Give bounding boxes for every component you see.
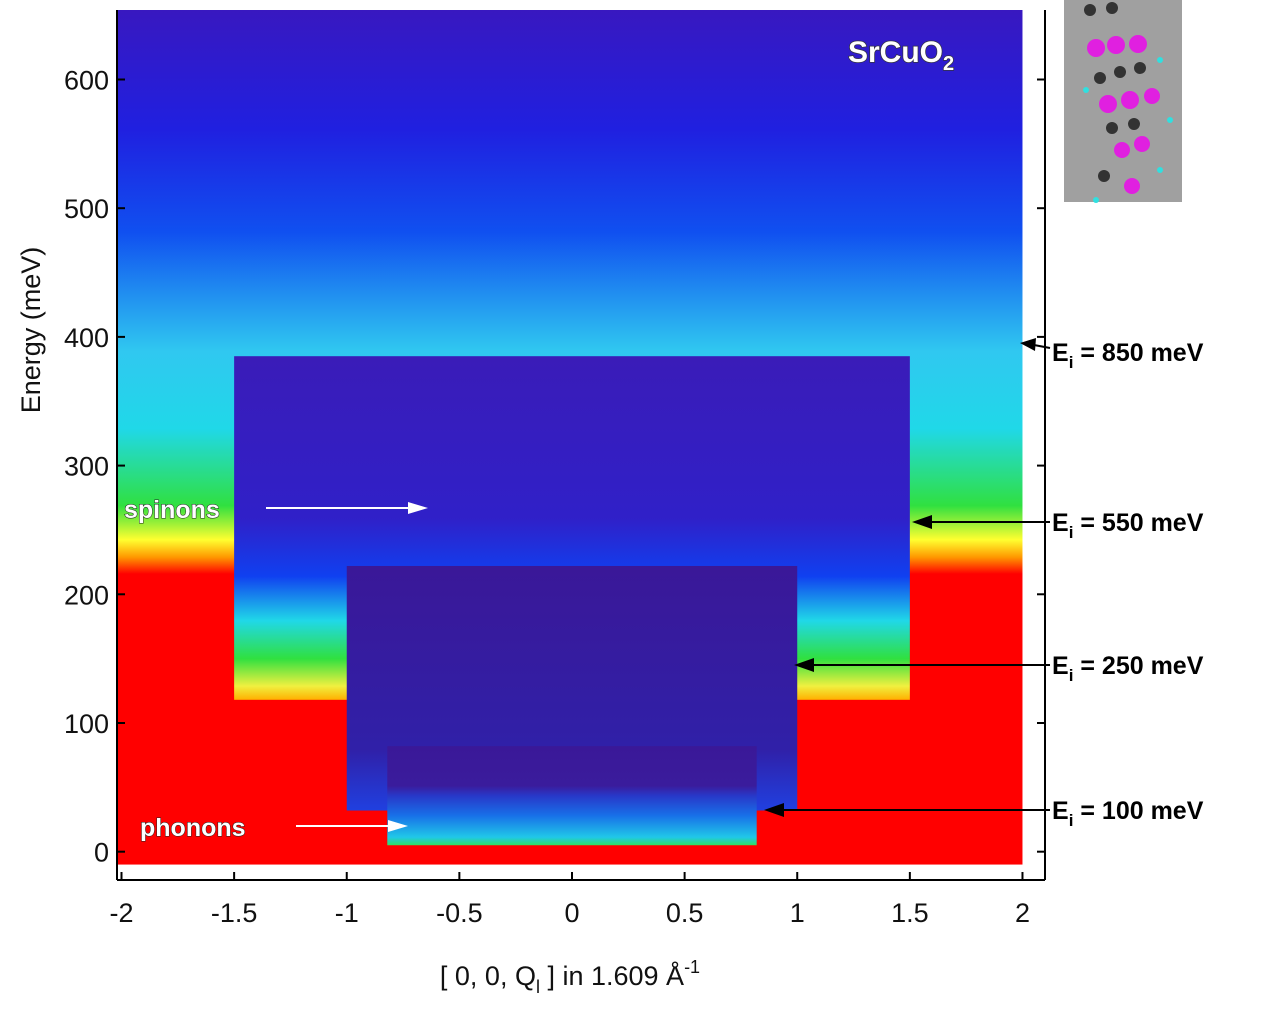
arrowhead xyxy=(912,515,932,529)
y-tick-label: 500 xyxy=(64,194,109,224)
x-tick-label: -0.5 xyxy=(436,898,483,928)
heatmap-regions xyxy=(117,10,1023,865)
title-main: SrCuO xyxy=(848,36,943,69)
label-symbol: E xyxy=(1052,509,1069,537)
title-subscript: 2 xyxy=(943,53,954,75)
region-labels: Ei = 850 meV Ei = 550 meV Ei = 250 meV E… xyxy=(764,337,1206,832)
arrowhead xyxy=(1020,338,1036,351)
y-tick-label: 300 xyxy=(64,452,109,482)
label-text: = 250 meV xyxy=(1073,652,1203,680)
x-tick-label: 0.5 xyxy=(666,898,704,928)
y-tick-label: 400 xyxy=(64,323,109,353)
xlabel-after: ] in 1.609 Å xyxy=(540,960,684,991)
region-label: Ei = 250 meV xyxy=(1052,652,1204,685)
annotation: spinons xyxy=(124,496,220,524)
axes: -2 -1.5 -1 -0.5 0 0.5 1 1.5 2 0 100 200 300 400 500 600 xyxy=(64,10,1046,928)
label-text: = 550 meV xyxy=(1073,509,1203,537)
x-tick-label: 0 xyxy=(564,898,579,928)
arrowhead xyxy=(388,820,408,832)
label-subscript: i xyxy=(1069,811,1074,830)
annotations: spinons phonons xyxy=(124,496,428,843)
y-axis-label: Energy (meV) xyxy=(16,247,46,414)
label-text: = 100 meV xyxy=(1073,797,1203,825)
y-tick-label: 600 xyxy=(64,65,109,95)
heatmap-region xyxy=(387,746,757,846)
x-tick-label: -1.5 xyxy=(211,898,258,928)
x-tick-label: 1 xyxy=(790,898,805,928)
label-symbol: E xyxy=(1052,797,1069,825)
y-tick-label: 100 xyxy=(64,709,109,739)
region-label: Ei = 100 meV xyxy=(1052,797,1204,830)
label-symbol: E xyxy=(1052,652,1069,680)
label-text: = 850 meV xyxy=(1073,339,1203,367)
x-tick-label: 1.5 xyxy=(891,898,929,928)
region-label: Ei = 550 meV xyxy=(1052,509,1204,542)
xlabel-superscript: -1 xyxy=(684,957,700,977)
x-tick-label: 2 xyxy=(1015,898,1030,928)
x-tick-label: -1 xyxy=(335,898,359,928)
annotation: phonons xyxy=(140,814,246,842)
y-tick-label: 200 xyxy=(64,580,109,610)
label-symbol: E xyxy=(1052,339,1069,367)
region-label: Ei = 850 meV xyxy=(1052,339,1204,372)
arrow xyxy=(1033,344,1051,349)
chart-title: SrCuO2 xyxy=(848,36,954,75)
xlabel-subscript: l xyxy=(536,977,540,997)
x-tick-label: -2 xyxy=(109,898,133,928)
label-subscript: i xyxy=(1069,523,1074,542)
arrowhead xyxy=(408,502,428,514)
label-subscript: i xyxy=(1069,666,1074,685)
label-subscript: i xyxy=(1069,353,1074,372)
arrowhead xyxy=(794,658,814,672)
arrowhead xyxy=(764,803,784,817)
x-axis-label: [ 0, 0, Ql ] in 1.609 Å-1 xyxy=(440,957,700,997)
molecule-image xyxy=(1064,0,1182,203)
xlabel-before: [ 0, 0, Q xyxy=(440,961,536,991)
y-tick-label: 0 xyxy=(94,838,109,868)
